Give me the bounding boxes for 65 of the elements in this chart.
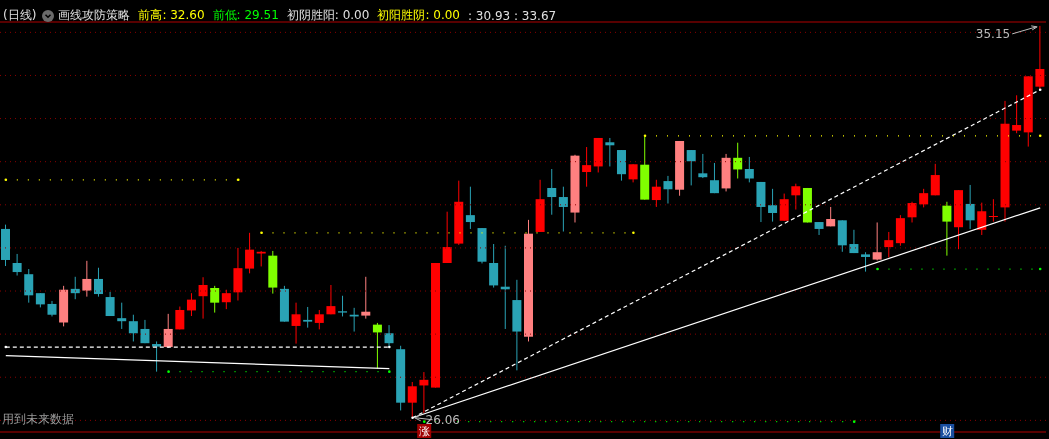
annotation: 画线攻防策略 <box>58 7 131 24</box>
candlestick <box>698 153 708 179</box>
candlestick <box>221 289 231 310</box>
candlestick <box>442 211 452 264</box>
candlestick <box>24 268 34 304</box>
candlestick <box>930 163 940 196</box>
candlestick <box>210 285 220 314</box>
candlestick <box>105 291 115 317</box>
candlestick <box>582 146 592 188</box>
candlestick <box>884 231 894 258</box>
annotation: 用到未来数据 <box>2 411 74 428</box>
candlestick <box>744 156 754 183</box>
candlestick <box>779 193 789 222</box>
chart-title: (日线) <box>3 7 37 24</box>
candlestick <box>314 309 324 330</box>
candlestick <box>872 221 882 261</box>
candlestick <box>186 292 196 317</box>
candlestick <box>709 162 719 194</box>
candlestick <box>814 221 824 236</box>
candlestick <box>686 149 696 186</box>
annotation: 前低: 29.51 <box>212 7 279 24</box>
annotation: 初阴胜阳: 0.00 <box>286 7 370 24</box>
candlestick <box>291 302 301 345</box>
candlestick <box>558 186 568 233</box>
candlestick <box>372 322 382 370</box>
candlestick <box>663 175 673 204</box>
candlestick <box>128 314 138 342</box>
candlestick <box>152 340 162 373</box>
candlestick <box>82 260 92 298</box>
candlestick <box>1012 94 1022 134</box>
candlestick <box>303 306 313 329</box>
candlestick <box>326 284 336 315</box>
candlestick <box>489 243 499 289</box>
annotation: 初阳胜阴: 0.00 <box>377 7 460 24</box>
candlestick <box>791 183 801 211</box>
candlestick <box>547 168 557 216</box>
candlestick <box>977 202 987 236</box>
candlestick <box>198 276 208 320</box>
annotation: : 30.93 : 33.67 <box>467 8 557 23</box>
candlestick <box>942 201 952 257</box>
candlestick <box>245 232 255 274</box>
candlestick <box>988 198 998 223</box>
candlestick <box>93 267 103 298</box>
candlestick <box>12 253 22 276</box>
candlestick <box>605 137 615 167</box>
annotation: 35.15 <box>975 26 1011 41</box>
annotation: 26.06 <box>425 412 460 427</box>
candlestick <box>117 302 127 330</box>
candlestick <box>733 142 743 179</box>
candlestick <box>965 184 975 230</box>
candlestick <box>338 295 348 317</box>
annotation: 财 <box>941 425 953 438</box>
annotation: 前高: 32.60 <box>138 7 205 24</box>
candlestick <box>163 313 173 349</box>
candlestick <box>628 163 638 183</box>
candlestick <box>651 179 661 208</box>
annotation: 涨 <box>418 425 430 438</box>
candlestick <box>465 186 475 230</box>
candlestick <box>919 188 929 208</box>
candlestick <box>768 188 778 223</box>
candlestick <box>1035 25 1045 91</box>
candlestick <box>419 371 429 414</box>
candlestick <box>361 276 371 320</box>
candlestick <box>907 201 917 223</box>
candlestick <box>861 251 871 273</box>
